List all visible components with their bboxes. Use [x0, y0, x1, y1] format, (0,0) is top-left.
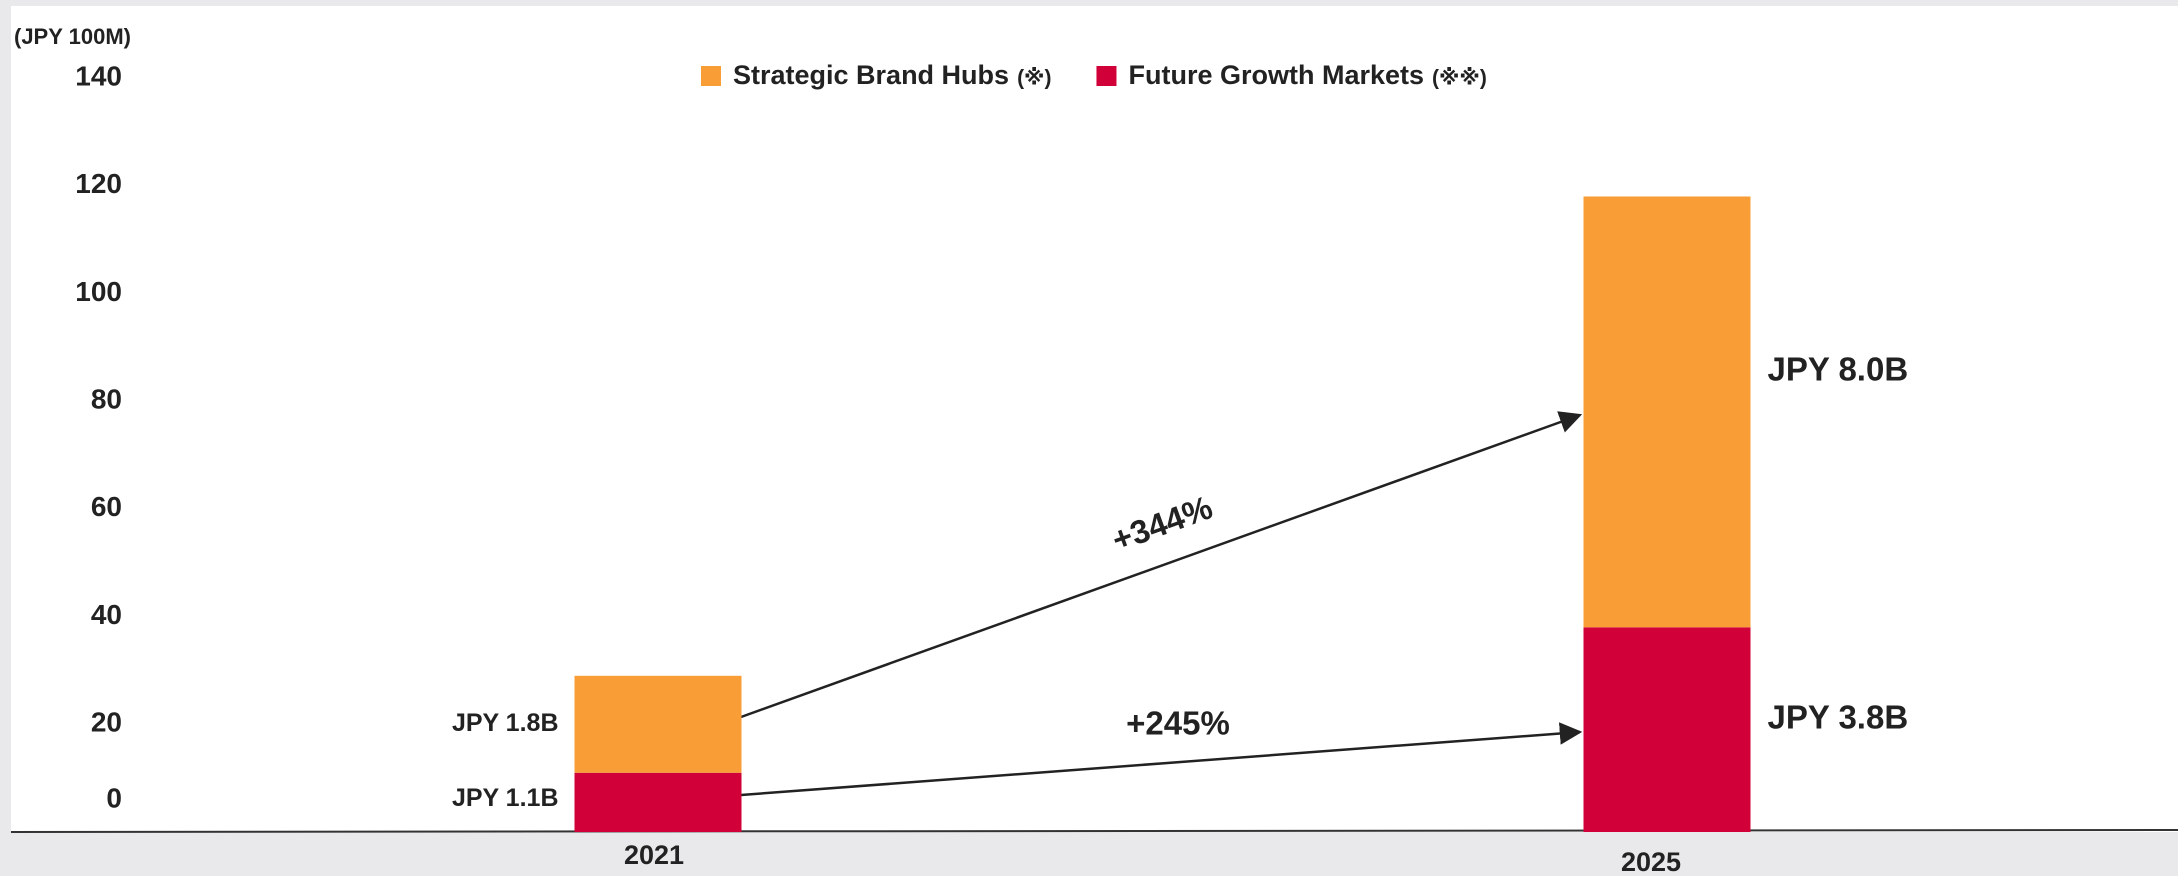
- legend-swatch: [701, 66, 721, 86]
- legend-swatch: [1096, 66, 1117, 86]
- bar-segment: [1583, 196, 1751, 628]
- bar-segment: [1583, 627, 1751, 832]
- x-tick-label: 2025: [1621, 847, 1681, 876]
- y-tick-label: 20: [91, 707, 122, 738]
- growth-annotation: +245%: [1126, 705, 1230, 742]
- y-tick-label: 120: [75, 168, 122, 199]
- legend-label: Future Growth Markets: [1128, 60, 1424, 90]
- plot-background: [11, 6, 2178, 832]
- legend-note: (※): [1017, 67, 1051, 90]
- y-tick-label: 80: [91, 384, 122, 415]
- value-label: JPY 1.1B: [452, 784, 559, 812]
- growth-arrow: [740, 722, 1583, 797]
- y-tick-label: 60: [91, 491, 122, 522]
- y-tick-label: 100: [75, 276, 122, 307]
- bar-segment: [574, 772, 742, 832]
- value-label: JPY 8.0B: [1768, 351, 1909, 388]
- growth-arrow: [740, 411, 1583, 719]
- y-tick-label: 40: [91, 599, 122, 630]
- bar-segment: [574, 675, 742, 773]
- legend-note: (※※): [1432, 67, 1487, 90]
- x-axis-line: [10, 829, 2178, 833]
- value-label: JPY 1.8B: [452, 709, 559, 737]
- legend-label: Strategic Brand Hubs: [733, 60, 1009, 90]
- y-tick-label: 140: [75, 60, 122, 91]
- x-tick-label: 2021: [624, 840, 684, 870]
- y-tick-label: 0: [106, 782, 122, 813]
- y-unit-label: (JPY 100M): [14, 24, 131, 49]
- value-label: JPY 3.8B: [1768, 698, 1909, 735]
